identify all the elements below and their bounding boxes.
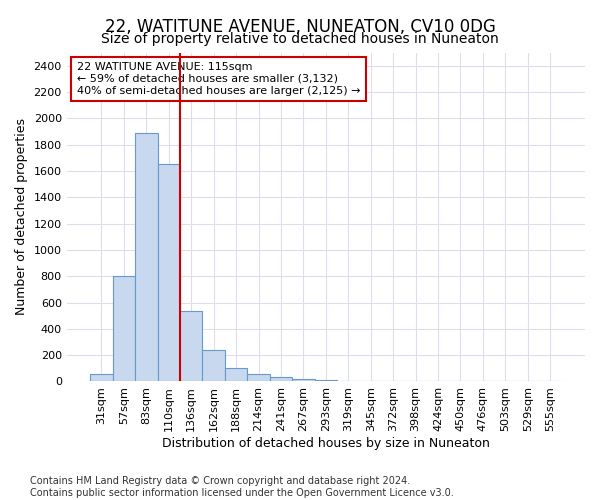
Text: 22, WATITUNE AVENUE, NUNEATON, CV10 0DG: 22, WATITUNE AVENUE, NUNEATON, CV10 0DG <box>104 18 496 36</box>
Bar <box>247 374 270 382</box>
Bar <box>158 164 180 382</box>
Text: 22 WATITUNE AVENUE: 115sqm
← 59% of detached houses are smaller (3,132)
40% of s: 22 WATITUNE AVENUE: 115sqm ← 59% of deta… <box>77 62 361 96</box>
Bar <box>225 368 247 382</box>
Bar <box>314 380 337 382</box>
Bar <box>202 350 225 382</box>
X-axis label: Distribution of detached houses by size in Nuneaton: Distribution of detached houses by size … <box>162 437 490 450</box>
Bar <box>270 377 292 382</box>
Y-axis label: Number of detached properties: Number of detached properties <box>15 118 28 316</box>
Bar <box>292 379 314 382</box>
Bar <box>180 311 202 382</box>
Bar <box>337 381 359 382</box>
Bar <box>113 276 135 382</box>
Bar <box>135 133 158 382</box>
Text: Size of property relative to detached houses in Nuneaton: Size of property relative to detached ho… <box>101 32 499 46</box>
Text: Contains HM Land Registry data © Crown copyright and database right 2024.
Contai: Contains HM Land Registry data © Crown c… <box>30 476 454 498</box>
Bar <box>90 374 113 382</box>
